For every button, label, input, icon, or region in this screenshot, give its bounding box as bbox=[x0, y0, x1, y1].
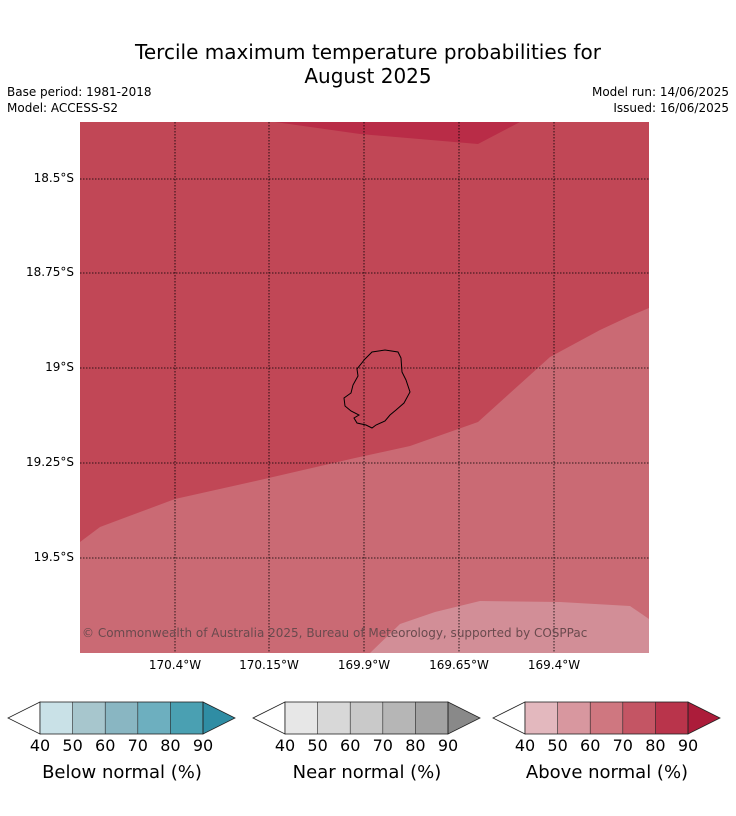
lat-label-2: 18.75°S bbox=[26, 265, 74, 279]
cbar-below-swatch-3 bbox=[105, 702, 138, 734]
cbar-tick: 70 bbox=[612, 736, 633, 755]
base-period-text: Base period: 1981-2018 bbox=[7, 85, 152, 99]
region-above-70 bbox=[80, 308, 649, 653]
cbar-tick: 90 bbox=[677, 736, 699, 755]
below-normal-colorbar bbox=[7, 701, 236, 735]
probability-map bbox=[80, 122, 649, 653]
above-normal-label: Above normal (%) bbox=[525, 762, 689, 783]
graticule bbox=[80, 122, 649, 653]
cbar-above-lower-triangle bbox=[492, 701, 526, 735]
lat-label-4: 19.25°S bbox=[26, 455, 74, 469]
cbar-tick: 70 bbox=[127, 736, 148, 755]
cbar-near-swatch-4 bbox=[382, 702, 416, 734]
cbar-above-swatch-2 bbox=[557, 702, 591, 734]
cbar-below-swatch-5 bbox=[170, 702, 203, 734]
map-title-line1: Tercile maximum temperature probabilitie… bbox=[135, 40, 601, 64]
cbar-tick: 90 bbox=[192, 736, 214, 755]
near-normal-label: Near normal (%) bbox=[292, 762, 442, 783]
cbar-near-lower-triangle bbox=[252, 701, 286, 735]
lat-label-3: 19°S bbox=[45, 360, 74, 374]
lat-label-5: 19.5°S bbox=[33, 550, 74, 564]
cbar-near-swatch-2 bbox=[317, 702, 351, 734]
cbar-tick: 50 bbox=[307, 736, 328, 755]
model-run-text: Model run: 14/06/2025 bbox=[591, 85, 729, 99]
cbar-above-upper-triangle bbox=[687, 701, 721, 735]
cbar-near-upper-triangle bbox=[447, 701, 481, 735]
cbar-tick: 40 bbox=[29, 736, 51, 755]
lon-label-1: 170.4°W bbox=[148, 658, 202, 672]
cbar-below-swatch-1 bbox=[40, 702, 73, 734]
copyright-text: © Commonwealth of Australia 2025, Bureau… bbox=[82, 626, 588, 640]
map-title-line2: August 2025 bbox=[304, 64, 432, 88]
cbar-tick: 40 bbox=[274, 736, 296, 755]
cbar-tick: 50 bbox=[62, 736, 83, 755]
near-normal-colorbar bbox=[252, 701, 481, 735]
cbar-above-swatch-5 bbox=[655, 702, 688, 734]
model-text: Model: ACCESS-S2 bbox=[7, 101, 119, 115]
cbar-below-upper-triangle bbox=[202, 701, 236, 735]
cbar-below-lower-triangle bbox=[7, 701, 41, 735]
cbar-above-swatch-3 bbox=[590, 702, 623, 734]
cbar-tick: 80 bbox=[160, 736, 181, 755]
cbar-tick: 60 bbox=[580, 736, 601, 755]
cbar-near-swatch-5 bbox=[415, 702, 448, 734]
cbar-below-swatch-2 bbox=[72, 702, 106, 734]
niue-island-outline bbox=[343, 349, 411, 429]
cbar-tick: 80 bbox=[405, 736, 426, 755]
lon-label-4: 169.65°W bbox=[429, 658, 489, 672]
lon-label-3: 169.9°W bbox=[337, 658, 391, 672]
below-normal-label: Below normal (%) bbox=[42, 762, 202, 783]
cbar-tick: 60 bbox=[95, 736, 116, 755]
cbar-near-swatch-3 bbox=[350, 702, 383, 734]
cbar-tick: 60 bbox=[340, 736, 361, 755]
above-normal-colorbar bbox=[492, 701, 721, 735]
cbar-tick: 80 bbox=[645, 736, 666, 755]
region-above-60 bbox=[370, 601, 649, 653]
cbar-below-swatch-4 bbox=[137, 702, 171, 734]
cbar-above-swatch-4 bbox=[622, 702, 656, 734]
cbar-tick: 70 bbox=[372, 736, 393, 755]
cbar-tick: 90 bbox=[437, 736, 459, 755]
cbar-above-swatch-1 bbox=[525, 702, 558, 734]
issued-text: Issued: 16/06/2025 bbox=[613, 101, 729, 115]
lat-label-1: 18.5°S bbox=[33, 171, 74, 185]
cbar-near-swatch-1 bbox=[285, 702, 318, 734]
cbar-tick: 50 bbox=[547, 736, 568, 755]
lon-label-2: 170.15°W bbox=[239, 658, 299, 672]
cbar-tick: 40 bbox=[514, 736, 536, 755]
lon-label-5: 169.4°W bbox=[527, 658, 581, 672]
